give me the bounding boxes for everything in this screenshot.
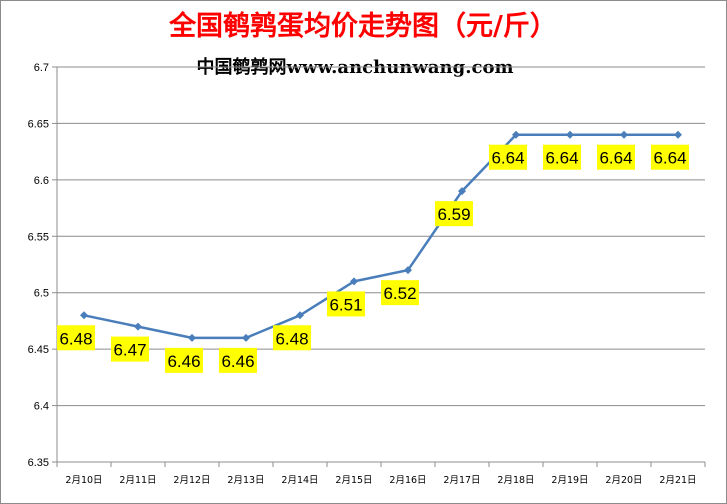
data-label-background <box>597 144 635 170</box>
data-point-marker <box>242 333 250 342</box>
data-label-layer: 6.48 6.47 6.46 6.46 6.48 6.51 6.52 6.59 6.64 6.64… <box>57 144 689 373</box>
series-line <box>83 133 678 340</box>
y-tick-label: 6.55 <box>28 231 49 243</box>
data-label: 6.48 <box>57 325 95 351</box>
x-tick-label: 2月10日 <box>65 475 102 486</box>
chart-title: 全国鹌鹑蛋均价走势图（元/斤） <box>168 10 557 42</box>
x-tick-label: 2月11日 <box>119 475 156 486</box>
y-tick-label: 6.7 <box>34 62 49 74</box>
x-tick-label: 2月18日 <box>497 475 534 486</box>
data-label-text: 6.46 <box>167 352 200 371</box>
x-tick-label: 2月21日 <box>659 475 696 486</box>
data-point-marker <box>296 311 304 320</box>
data-label: 6.46 <box>165 347 203 373</box>
data-label-background <box>381 280 419 306</box>
data-label-text: 6.48 <box>59 329 92 348</box>
data-label-background <box>57 325 95 351</box>
data-point-marker <box>134 322 142 331</box>
data-label-text: 6.48 <box>275 329 308 348</box>
data-label-background <box>219 347 257 373</box>
x-tick-label: 2月13日 <box>227 475 264 486</box>
data-point-marker <box>404 266 412 275</box>
y-tick-label: 6.6 <box>34 175 49 187</box>
data-label-background <box>489 144 527 170</box>
axis-layer: 6.35 6.4 6.45 6.5 6.55 6.6 6.65 6.7 2月10日 2月11日 2月… <box>28 62 706 486</box>
data-label: 6.52 <box>381 280 419 306</box>
x-tick-label: 2月12日 <box>173 475 210 486</box>
data-label-text: 6.52 <box>383 284 416 303</box>
x-tick-label: 2月15日 <box>335 475 372 486</box>
y-tick-label: 6.35 <box>28 457 49 469</box>
data-point-marker <box>188 333 196 342</box>
x-tick-label: 2月16日 <box>389 475 426 486</box>
data-label: 6.47 <box>111 336 149 362</box>
data-label: 6.59 <box>435 201 473 227</box>
data-label: 6.48 <box>273 325 311 351</box>
data-label-background <box>543 144 581 170</box>
x-tick-label: 2月20日 <box>605 475 642 486</box>
data-label-background <box>111 336 149 362</box>
data-point-marker <box>620 130 628 139</box>
data-label-text: 6.64 <box>491 149 524 168</box>
data-point-marker <box>512 130 520 139</box>
data-label-text: 6.64 <box>599 149 632 168</box>
data-point-marker <box>566 130 574 139</box>
data-label: 6.64 <box>543 144 581 170</box>
data-point-marker <box>80 311 88 320</box>
data-label: 6.51 <box>327 291 365 317</box>
y-tick-label: 6.45 <box>28 344 49 356</box>
data-label-background <box>651 144 689 170</box>
data-point-marker <box>350 277 358 286</box>
data-label-text: 6.59 <box>437 205 470 224</box>
data-point-marker <box>458 187 466 196</box>
data-label-background <box>165 347 203 373</box>
data-label-background <box>273 325 311 351</box>
grid-layer <box>57 66 705 463</box>
data-label: 6.64 <box>489 144 527 170</box>
y-tick-label: 6.65 <box>28 118 49 130</box>
x-tick-label: 2月17日 <box>443 475 480 486</box>
x-tick-label: 2月19日 <box>551 475 588 486</box>
data-label-text: 6.64 <box>545 149 578 168</box>
data-label-background <box>327 291 365 317</box>
data-label-text: 6.64 <box>653 149 686 168</box>
x-tick-label: 2月14日 <box>281 475 318 486</box>
series-layer <box>80 130 682 342</box>
data-point-marker <box>674 130 682 139</box>
data-label: 6.64 <box>651 144 689 170</box>
data-label-text: 6.47 <box>113 341 146 360</box>
y-tick-label: 6.4 <box>34 401 49 413</box>
data-label: 6.46 <box>219 347 257 373</box>
y-tick-label: 6.5 <box>34 288 49 300</box>
data-label-text: 6.46 <box>221 352 254 371</box>
data-label-background <box>435 201 473 227</box>
data-label-text: 6.51 <box>329 295 362 314</box>
data-label: 6.64 <box>597 144 635 170</box>
